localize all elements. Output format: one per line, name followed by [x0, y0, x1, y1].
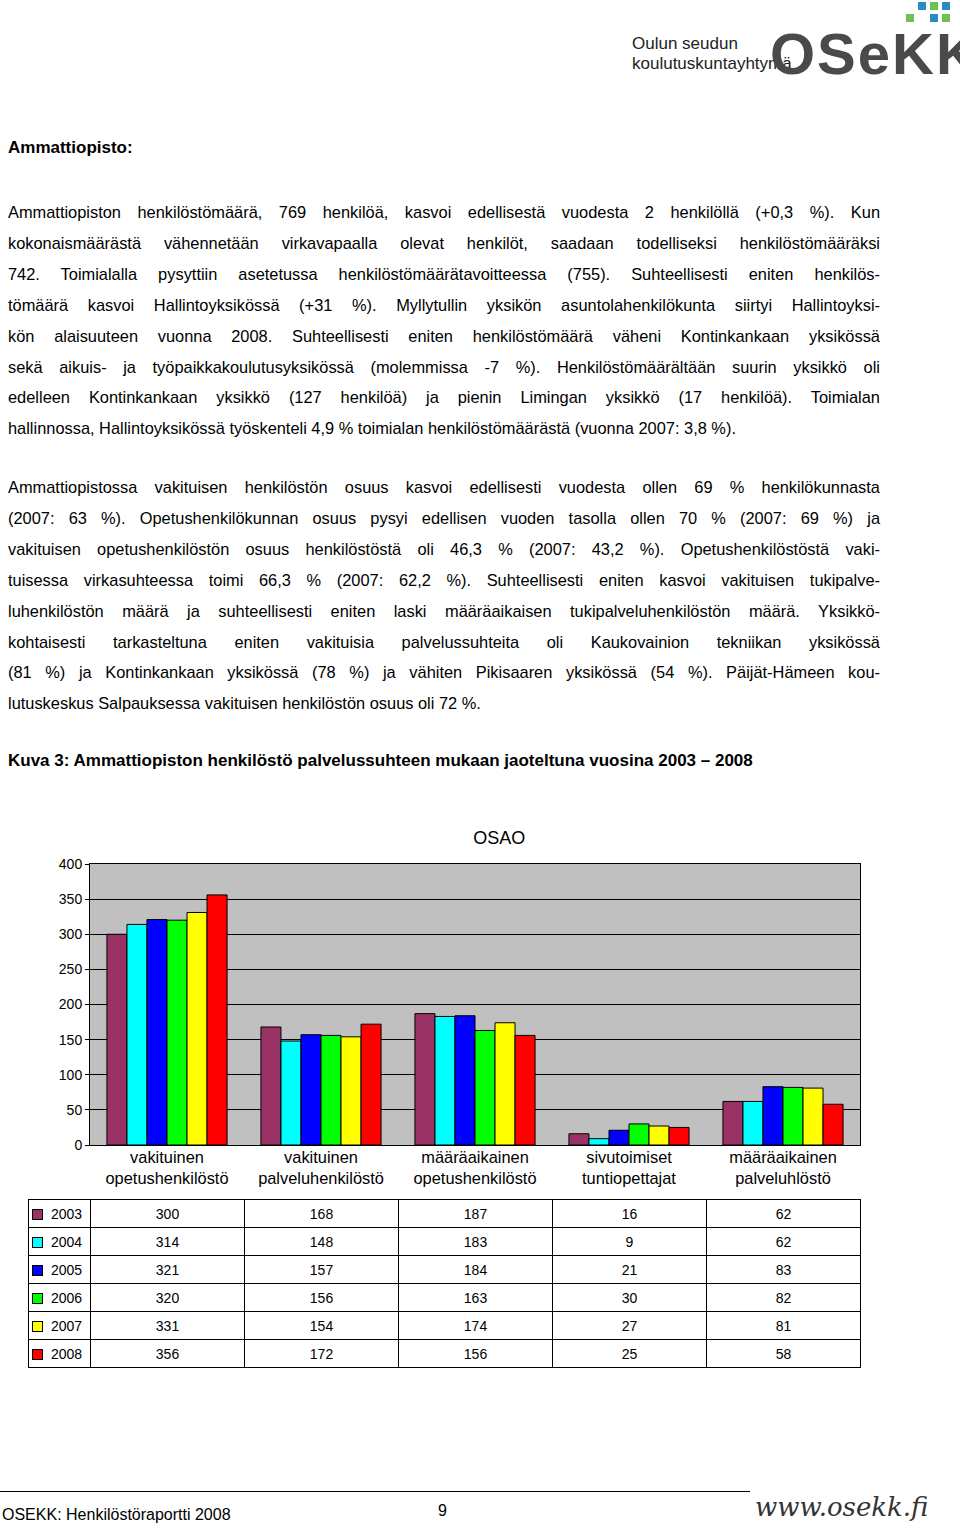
- html-text:331: 331: [155, 1317, 180, 1334]
- svg-text:150: 150: [59, 1032, 83, 1048]
- html-text:300: 300: [155, 1205, 180, 1222]
- html-text:156: 156: [463, 1345, 488, 1362]
- html-text:kohtaisesti tarkasteltuna enit: kohtaisesti tarkasteltuna eniten vakitui…: [8, 632, 880, 651]
- svg-text:sivutoimisettuntiopettajat: sivutoimisettuntiopettajat: [582, 1148, 676, 1187]
- html-text:Ammattiopiston henkilöstömäärä: Ammattiopiston henkilöstömäärä, 769 henk…: [8, 203, 880, 221]
- html-text:320: 320: [155, 1289, 180, 1306]
- html-text:sekä aikuis- ja työpaikkakoulu: sekä aikuis- ja työpaikkakoulutusyksikös…: [8, 357, 880, 376]
- html-text:156: 156: [309, 1289, 334, 1306]
- html-text:82: 82: [775, 1289, 792, 1306]
- html-text:30: 30: [621, 1289, 638, 1306]
- html-text:27: 27: [621, 1317, 638, 1334]
- html-text:21: 21: [621, 1261, 638, 1278]
- svg-text:määräaikainenopetushenkilöstö: määräaikainenopetushenkilöstö: [413, 1148, 536, 1187]
- html-text:kokonaismäärästä vähennetään v: kokonaismäärästä vähennetään virkavapaal…: [8, 233, 880, 252]
- html-text:www.osekk.fi: www.osekk.fi: [755, 1492, 929, 1522]
- svg-text:100: 100: [59, 1067, 83, 1083]
- html-text:184: 184: [463, 1261, 488, 1278]
- html-text:183: 183: [463, 1233, 488, 1250]
- html-text:Ammattiopistossa vakituisen he: Ammattiopistossa vakituisen henkilöstön …: [8, 478, 880, 496]
- html-text:83: 83: [775, 1261, 792, 1278]
- html-text:Kuva 3: Ammattiopiston henkilö: Kuva 3: Ammattiopiston henkilöstö palvel…: [8, 751, 753, 770]
- html-text:OSEKK: Henkilöstöraportti 2008: OSEKK: Henkilöstöraportti 2008: [2, 1506, 231, 1523]
- svg-text:200: 200: [59, 996, 83, 1012]
- html-text:(2007: 63 %). Opetushenkilökun: (2007: 63 %). Opetushenkilökunnan osuus …: [8, 508, 880, 527]
- html-text:2006: 2006: [51, 1289, 83, 1306]
- html-text:187: 187: [463, 1205, 488, 1222]
- html-text:356: 356: [155, 1345, 180, 1362]
- html-text:luhenkilöstön määrä ja suhteel: luhenkilöstön määrä ja suhteellisesti en…: [8, 601, 880, 620]
- html-text:(81 %) ja Kontinkankaan yksikö: (81 %) ja Kontinkankaan yksikössä (78 %)…: [8, 663, 880, 682]
- svg-text:OSAO: OSAO: [473, 828, 525, 848]
- svg-text:250: 250: [59, 961, 83, 977]
- html-text:742. Toimialalla pysyttiin ase: 742. Toimialalla pysyttiin asetetussa he…: [8, 264, 880, 283]
- html-text:16: 16: [621, 1205, 638, 1222]
- html-text:174: 174: [463, 1317, 488, 1334]
- html-text:168: 168: [309, 1205, 334, 1222]
- svg-text:vakituinenopetushenkilöstö: vakituinenopetushenkilöstö: [105, 1148, 228, 1187]
- svg-text:50: 50: [67, 1102, 83, 1118]
- svg-text:määräaikainenpalveluhlöstö: määräaikainenpalveluhlöstö: [729, 1148, 837, 1187]
- html-text:edelleen Kontinkankaan yksikkö: edelleen Kontinkankaan yksikkö (127 henk…: [8, 388, 880, 407]
- html-text:vakituisen opetushenkilöstön o: vakituisen opetushenkilöstön osuus henki…: [8, 539, 880, 558]
- html-text:81: 81: [775, 1317, 792, 1334]
- html-text:62: 62: [775, 1205, 792, 1222]
- svg-text:0: 0: [74, 1137, 82, 1153]
- html-text:tuisessa virkasuhteessa toimi: tuisessa virkasuhteessa toimi 66,3 % (20…: [8, 570, 880, 589]
- html-text:2008: 2008: [51, 1345, 83, 1362]
- html-text:2003: 2003: [51, 1205, 83, 1222]
- html-text:9: 9: [438, 1502, 447, 1519]
- svg-text:350: 350: [59, 891, 83, 907]
- svg-text:400: 400: [59, 856, 83, 872]
- html-text:lutuskeskus Salpauksessa vakit: lutuskeskus Salpauksessa vakituisen henk…: [8, 694, 481, 713]
- html-text:154: 154: [309, 1317, 334, 1334]
- html-text:321: 321: [155, 1261, 180, 1278]
- html-text:148: 148: [309, 1233, 334, 1250]
- html-text:tömäärä kasvoi Hallintoyksikös: tömäärä kasvoi Hallintoyksikössä (+31 %)…: [8, 295, 880, 314]
- html-text:163: 163: [463, 1289, 488, 1306]
- html-text:kön alaisuuteen vuonna 2008. S: kön alaisuuteen vuonna 2008. Suhteellise…: [8, 326, 880, 345]
- html-text:172: 172: [309, 1345, 334, 1362]
- html-text:9: 9: [625, 1233, 634, 1250]
- html-text:koulutuskuntayhtymä: koulutuskuntayhtymä: [632, 54, 792, 73]
- html-text:2007: 2007: [51, 1317, 83, 1334]
- html-text:Oulun seudun: Oulun seudun: [632, 34, 738, 53]
- html-text:157: 157: [309, 1261, 334, 1278]
- html-text:25: 25: [621, 1345, 638, 1362]
- svg-text:300: 300: [59, 926, 83, 942]
- svg-text:vakituinenpalveluhenkilöstö: vakituinenpalveluhenkilöstö: [258, 1148, 384, 1187]
- html-text:58: 58: [775, 1345, 792, 1362]
- html-text:Ammattiopisto:: Ammattiopisto:: [8, 138, 133, 157]
- html-text:hallinnossa, Hallintoyksikössä: hallinnossa, Hallintoyksikössä työskente…: [8, 419, 736, 438]
- html-text:314: 314: [155, 1233, 180, 1250]
- html-text:62: 62: [775, 1233, 792, 1250]
- html-text:2004: 2004: [51, 1233, 83, 1250]
- html-text:2005: 2005: [51, 1261, 83, 1278]
